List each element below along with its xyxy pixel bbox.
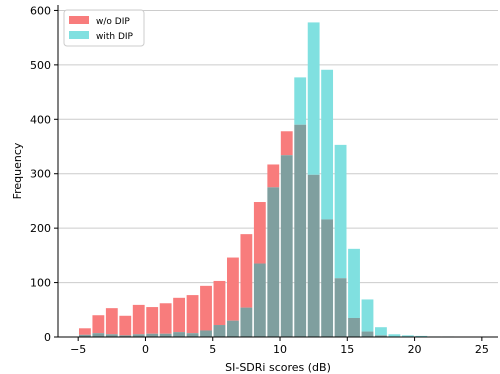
x-tick-label-6: 25 [475, 343, 489, 356]
bar-top-13 [253, 202, 266, 264]
y-tick-label-6: 600 [30, 4, 51, 17]
bar-overlap-15 [280, 155, 293, 337]
bar-top-25 [415, 335, 428, 337]
bar-top-14 [267, 164, 280, 188]
bar-top-18 [321, 69, 334, 220]
bar-top-24 [401, 335, 414, 337]
bar-overlap-8 [186, 333, 199, 337]
bar-overlap-21 [361, 331, 374, 337]
bar-top-5 [146, 307, 159, 334]
bar-overlap-14 [267, 187, 280, 337]
x-tick-label-4: 15 [340, 343, 354, 356]
y-tick-label-0: 0 [44, 331, 51, 344]
bar-top-19 [334, 144, 347, 279]
bar-top-7 [173, 297, 186, 333]
bar-overlap-5 [146, 333, 159, 337]
bar-top-12 [240, 234, 253, 308]
bar-top-6 [159, 303, 172, 334]
y-axis-ticks: 0 100 200 300 400 500 600 [30, 4, 58, 344]
x-tick-label-1: 0 [142, 343, 149, 356]
bar-overlap-18 [321, 219, 334, 337]
legend-swatch-0 [69, 16, 89, 24]
legend-swatch-1 [69, 31, 89, 39]
y-tick-label-3: 300 [30, 168, 51, 181]
bar-top-2 [105, 308, 118, 335]
y-tick-label-1: 100 [30, 277, 51, 290]
bar-overlap-16 [294, 124, 307, 337]
bar-overlap-3 [119, 335, 132, 337]
histogram-bars [78, 22, 455, 337]
bar-overlap-7 [173, 332, 186, 337]
y-tick-label-5: 500 [30, 59, 51, 72]
bar-overlap-20 [348, 317, 360, 337]
bar-overlap-4 [132, 334, 145, 337]
bar-overlap-10 [213, 325, 226, 337]
legend-label-0: w/o DIP [96, 17, 130, 27]
bar-top-1 [92, 315, 105, 334]
bar-overlap-1 [92, 333, 105, 337]
bar-overlap-0 [78, 334, 91, 337]
x-tick-label-2: 5 [209, 343, 216, 356]
bar-overlap-2 [105, 334, 118, 337]
x-axis-label: SI-SDRi scores (dB) [225, 361, 331, 374]
bar-top-16 [294, 77, 307, 125]
bar-top-20 [348, 248, 360, 318]
bar-top-0 [78, 328, 91, 335]
bar-overlap-13 [253, 263, 266, 337]
axes [57, 5, 498, 338]
bar-top-15 [280, 131, 293, 156]
bar-top-22 [375, 327, 387, 336]
bar-top-10 [213, 280, 226, 326]
bar-overlap-6 [159, 333, 172, 337]
bar-top-9 [200, 285, 212, 331]
x-tick-label-3: 10 [273, 343, 287, 356]
bar-top-11 [227, 257, 239, 321]
y-axis-label: Frequency [11, 142, 24, 199]
bar-overlap-19 [334, 278, 347, 337]
x-tick-label-5: 20 [408, 343, 422, 356]
legend: w/o DIP with DIP [63, 9, 145, 47]
bar-overlap-22 [375, 335, 387, 337]
y-tick-label-4: 400 [30, 113, 51, 126]
bar-top-8 [186, 295, 199, 334]
y-tick-label-2: 200 [30, 222, 51, 235]
bar-overlap-9 [200, 330, 212, 337]
x-axis-ticks: −5 0 5 10 15 20 25 [70, 337, 489, 356]
bar-top-23 [388, 334, 401, 337]
bar-top-21 [361, 299, 374, 332]
bar-overlap-17 [307, 174, 320, 337]
bar-overlap-11 [227, 320, 239, 337]
x-tick-label-0: −5 [70, 343, 86, 356]
legend-label-1: with DIP [96, 32, 134, 42]
bar-overlap-12 [240, 307, 253, 337]
bar-top-3 [119, 315, 132, 336]
bar-top-17 [307, 22, 320, 175]
bar-top-4 [132, 304, 145, 335]
